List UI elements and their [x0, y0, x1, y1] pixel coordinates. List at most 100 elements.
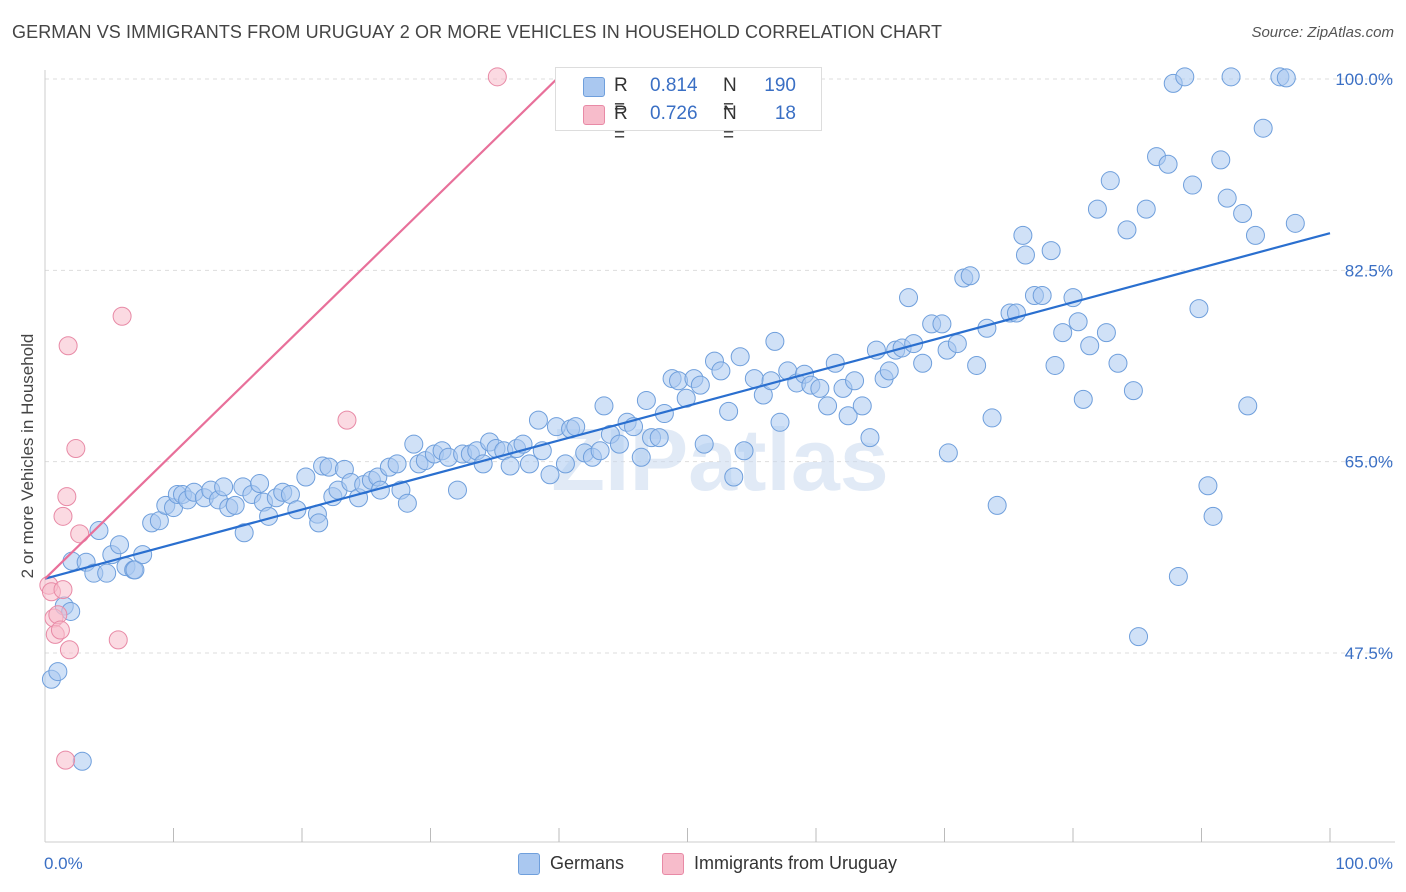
german-point: [636, 390, 656, 410]
german-point: [860, 428, 880, 448]
german-point: [97, 563, 117, 583]
german-point: [1006, 303, 1026, 323]
german-point: [879, 361, 899, 381]
german-point: [214, 477, 234, 497]
german-trend-line: [44, 232, 1331, 580]
uruguay-point: [66, 439, 86, 459]
german-point: [590, 441, 610, 461]
german-point: [1217, 188, 1237, 208]
x-tick-labels: 0.0% 100.0%: [44, 854, 1393, 873]
uruguay-point: [53, 580, 73, 600]
german-point: [744, 369, 764, 389]
german-point: [555, 454, 575, 474]
german-point: [1045, 355, 1065, 375]
german-point: [967, 355, 987, 375]
uruguay-point: [487, 67, 507, 87]
uruguay-points: [39, 67, 507, 770]
german-point: [500, 456, 520, 476]
german-point: [734, 441, 754, 461]
german-point: [1233, 203, 1253, 223]
german-point: [296, 467, 316, 487]
legend-label-germans: Germans: [550, 853, 625, 873]
german-point: [1238, 396, 1258, 416]
german-point: [825, 353, 845, 373]
uruguay-point: [56, 750, 76, 770]
german-point: [609, 434, 629, 454]
axes: [44, 70, 1395, 843]
n-value: 190: [764, 75, 796, 96]
n-label: N =: [723, 75, 737, 118]
german-point: [1221, 67, 1241, 87]
german-point: [810, 378, 830, 398]
german-point: [1168, 566, 1188, 586]
german-point: [649, 428, 669, 448]
german-point: [1245, 225, 1265, 245]
german-point: [938, 443, 958, 463]
german-point: [1136, 199, 1156, 219]
german-point: [1117, 220, 1137, 240]
legend-label-uruguay: Immigrants from Uruguay: [694, 853, 898, 873]
german-point: [852, 396, 872, 416]
german-point: [690, 375, 710, 395]
german-point: [1253, 118, 1273, 138]
german-point: [960, 266, 980, 286]
r-value: 0.814: [650, 75, 698, 96]
german-point: [694, 434, 714, 454]
german-point: [1073, 389, 1093, 409]
uruguay-point: [70, 524, 90, 544]
legend-swatch-uruguay: [662, 853, 684, 875]
german-point: [730, 347, 750, 367]
german-point: [566, 417, 586, 437]
german-point: [1013, 225, 1033, 245]
r-label: R =: [614, 75, 628, 118]
r-label: R =: [614, 103, 628, 146]
german-point: [765, 331, 785, 351]
german-point: [387, 454, 407, 474]
german-point: [72, 751, 92, 771]
r-value: 0.726: [650, 103, 698, 124]
german-point: [899, 288, 919, 308]
x-tick-label: 100.0%: [1335, 854, 1393, 873]
y-tick-label: 82.5%: [1345, 261, 1393, 280]
german-point: [1108, 353, 1128, 373]
german-point: [724, 467, 744, 487]
german-point: [1041, 241, 1061, 261]
german-point: [1123, 381, 1143, 401]
german-point: [818, 396, 838, 416]
x-tick-label: 0.0%: [44, 854, 83, 873]
german-point: [1015, 245, 1035, 265]
german-point: [982, 408, 1002, 428]
uruguay-point: [337, 410, 357, 430]
german-point: [1100, 171, 1120, 191]
german-point: [1032, 285, 1052, 305]
uruguay-point: [59, 640, 79, 660]
german-point: [1203, 506, 1223, 526]
uruguay-point: [58, 336, 78, 356]
german-point: [234, 523, 254, 543]
german-point: [1087, 199, 1107, 219]
uruguay-point: [57, 487, 77, 507]
n-label: N =: [723, 103, 737, 146]
german-point: [719, 401, 739, 421]
german-point: [1068, 312, 1088, 332]
source-label: Source: ZipAtlas.com: [1251, 24, 1394, 41]
german-point: [397, 493, 417, 513]
german-point: [1211, 150, 1231, 170]
german-swatch: [583, 77, 605, 97]
german-point: [1285, 213, 1305, 233]
german-point: [631, 447, 651, 467]
chart-title: GERMAN VS IMMIGRANTS FROM URUGUAY 2 OR M…: [12, 22, 943, 42]
german-point: [404, 434, 424, 454]
german-point: [125, 560, 145, 580]
uruguay-trend-line: [44, 76, 560, 580]
german-point: [1096, 323, 1116, 343]
german-point: [932, 314, 952, 334]
y-axis-label: 2 or more Vehicles in Household: [18, 333, 37, 579]
german-point: [1080, 336, 1100, 356]
german-point: [528, 410, 548, 430]
german-point: [110, 535, 130, 555]
german-point: [89, 521, 109, 541]
uruguay-swatch: [583, 105, 605, 125]
german-point: [913, 353, 933, 373]
